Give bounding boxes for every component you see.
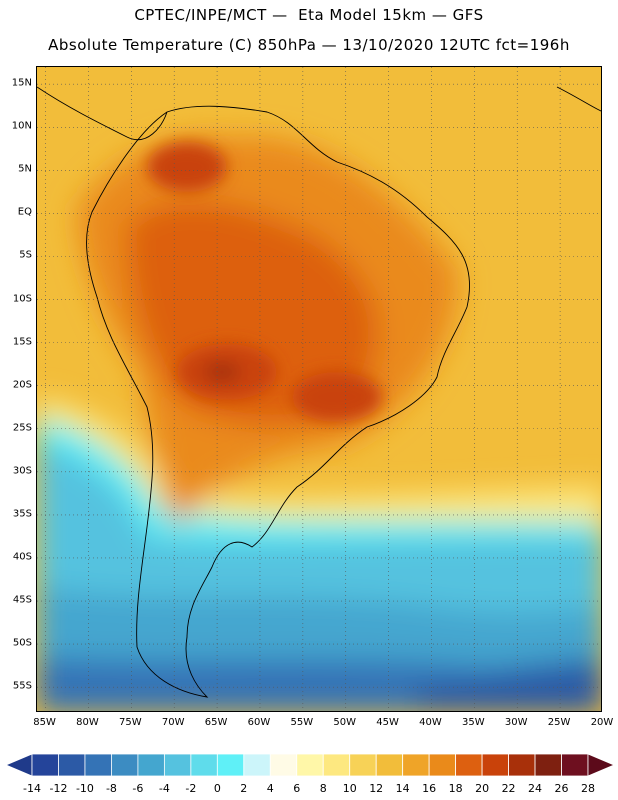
longitude-tick-label: 85W (33, 717, 56, 728)
colorbar-swatch (375, 753, 404, 777)
colorbar-swatch (216, 753, 245, 777)
hot-core (147, 142, 382, 422)
colorbar-extend-low (4, 753, 33, 777)
latitude-tick-label: 15S (12, 336, 32, 348)
colorbar-tick-label: 16 (422, 782, 437, 795)
colorbar-tick-label: 6 (293, 782, 301, 795)
longitude-tick-label: 60W (247, 717, 271, 728)
colorbar-swatch (58, 753, 86, 777)
latitude-tick-label: 10S (12, 293, 32, 305)
colorbar-swatch (84, 753, 112, 777)
colorbar-tick-label: 12 (369, 782, 384, 795)
latitude-tick-label: 10N (11, 120, 32, 132)
colorbar-tick-label: 18 (448, 782, 463, 795)
colorbar-tick-label: 14 (395, 782, 410, 795)
colorbar-swatch (137, 753, 165, 777)
colorbar-tick-label: 28 (581, 782, 595, 795)
colorbar-swatch (402, 753, 430, 777)
latitude-tick-label: 5N (18, 163, 32, 175)
latitude-tick-label: 45S (12, 594, 32, 606)
latitude-tick-label: 35S (12, 508, 32, 520)
map-title: CPTEC/INPE/MCT — Eta Model 15km — GFS (134, 6, 484, 24)
longitude-tick-label: 45W (376, 717, 399, 728)
map-subtitle: Absolute Temperature (C) 850hPa — 13/10/… (48, 36, 570, 54)
colorbar-swatch (269, 753, 298, 777)
colorbar-tick-label: 4 (266, 782, 274, 795)
colorbar-tick-label: 24 (528, 782, 543, 795)
longitude-tick-label: 55W (290, 717, 314, 728)
colorbar-tick-label: -12 (49, 782, 68, 795)
colorbar-swatch (561, 753, 589, 777)
longitude-tick-label: 30W (504, 717, 528, 728)
latitude-tick-label: 40S (12, 551, 32, 563)
colorbar-tick-label: -10 (75, 782, 94, 795)
colorbar-swatch (322, 753, 351, 777)
latitude-tick-label: EQ (17, 206, 32, 218)
longitude-tick-label: 40W (419, 717, 442, 728)
latitude-tick-label: 25S (12, 422, 32, 434)
colorbar-tick-label: 10 (342, 782, 357, 795)
colorbar-swatch (534, 753, 562, 777)
colorbar-swatch (111, 753, 139, 777)
colorbar-swatch (163, 753, 192, 777)
colorbar (4, 753, 616, 777)
latitude-tick-label: 5S (19, 249, 32, 261)
latitude-tick-label: 30S (12, 465, 32, 477)
colorbar-tick-label: -14 (23, 782, 41, 795)
longitude-tick-label: 25W (547, 717, 571, 728)
longitude-tick-label: 35W (462, 717, 485, 728)
colorbar-tick-label: -2 (185, 782, 197, 795)
longitude-tick-label: 70W (161, 717, 185, 728)
colorbar-tick-label: 0 (213, 782, 221, 795)
latitude-tick-label: 20S (12, 379, 32, 391)
temperature-map (36, 66, 602, 712)
colorbar-tick-label: -6 (132, 782, 144, 795)
colorbar-swatch (349, 753, 377, 777)
longitude-tick-label: 80W (76, 717, 99, 728)
longitude-tick-label: 50W (333, 717, 357, 728)
colorbar-swatch (455, 753, 483, 777)
colorbar-swatch (296, 753, 324, 777)
colorbar-tick-label: -4 (158, 782, 170, 795)
colorbar-tick-label: 26 (554, 782, 569, 795)
longitude-tick-label: 75W (119, 717, 142, 728)
colorbar-tick-label: 8 (319, 782, 327, 795)
longitude-tick-label: 20W (590, 717, 614, 728)
latitude-tick-label: 55S (12, 680, 32, 692)
colorbar-tick-label: -8 (105, 782, 117, 795)
colorbar-tick-label: 2 (240, 782, 248, 795)
colorbar-extend-high (587, 753, 616, 777)
colorbar-swatch (31, 753, 59, 777)
longitude-tick-label: 65W (204, 717, 228, 728)
colorbar-swatch (428, 753, 457, 777)
colorbar-tick-label: 22 (501, 782, 516, 795)
latitude-tick-label: 15N (11, 77, 32, 89)
colorbar-swatch (243, 753, 271, 777)
colorbar-swatch (481, 753, 509, 777)
colorbar-swatch (190, 753, 218, 777)
colorbar-swatch (508, 753, 536, 777)
temperature-field (37, 67, 601, 711)
coastline (37, 86, 601, 698)
latitude-tick-label: 50S (12, 637, 32, 649)
colorbar-tick-label: 20 (475, 782, 490, 795)
